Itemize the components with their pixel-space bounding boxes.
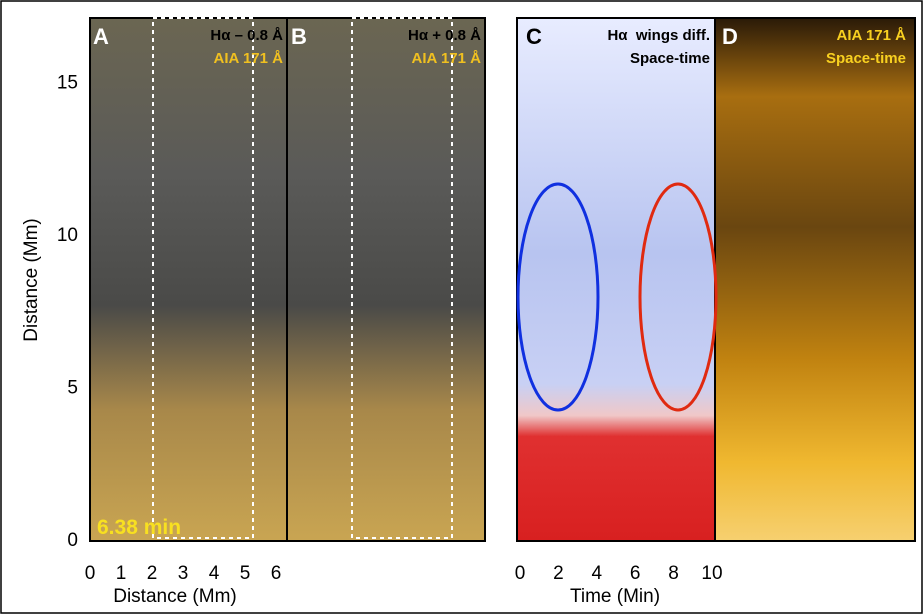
panel-label: Space-time	[826, 50, 906, 67]
red-ellipse	[638, 182, 718, 412]
x-tick-label: 4	[209, 563, 220, 584]
panel-d-image	[715, 18, 915, 541]
panel-a-image	[90, 18, 287, 541]
x-axis-label: Distance (Mm)	[113, 586, 237, 607]
panel-label: AIA 171 Å	[837, 27, 907, 44]
panel-label: AIA 171 Å	[412, 50, 482, 67]
slit-box	[351, 17, 453, 539]
panel-letter: A	[93, 24, 109, 49]
x-tick-label: 5	[240, 563, 251, 584]
x-tick-label: 10	[701, 563, 722, 584]
x-tick-label: 0	[85, 563, 96, 584]
panel-letter: D	[722, 24, 738, 49]
x-tick-label: 0	[515, 563, 526, 584]
y-tick-label: 10	[57, 225, 78, 246]
panel-label: Hα + 0.8 Å	[408, 27, 481, 44]
x-tick-label: 2	[147, 563, 158, 584]
panel-label: Space-time	[630, 50, 710, 67]
y-axis-label: Distance (Mm)	[21, 218, 42, 342]
x-tick-label: 1	[116, 563, 127, 584]
blue-ellipse	[516, 182, 600, 412]
panel-label: Hα wings diff.	[607, 27, 710, 44]
panel-label: Hα – 0.8 Å	[210, 27, 283, 44]
panel-c-image	[517, 18, 715, 541]
y-tick-label: 15	[57, 73, 78, 94]
panel-label: AIA 171 Å	[214, 50, 284, 67]
x-tick-label: 4	[592, 563, 603, 584]
timestamp: 6.38 min	[97, 516, 181, 539]
x-tick-label: 6	[630, 563, 641, 584]
x-tick-label: 3	[178, 563, 189, 584]
y-tick-label: 5	[67, 378, 78, 399]
panel-letter: C	[526, 24, 542, 49]
x-tick-label: 6	[271, 563, 282, 584]
slit-box	[152, 17, 254, 539]
panel-b-image	[287, 18, 485, 541]
x-tick-label: 8	[668, 563, 679, 584]
x-tick-label: 2	[553, 563, 564, 584]
panel-letter: B	[291, 24, 307, 49]
panel-border	[89, 17, 486, 542]
y-tick-label: 0	[67, 530, 78, 551]
x-axis-label: Time (Min)	[570, 586, 660, 607]
